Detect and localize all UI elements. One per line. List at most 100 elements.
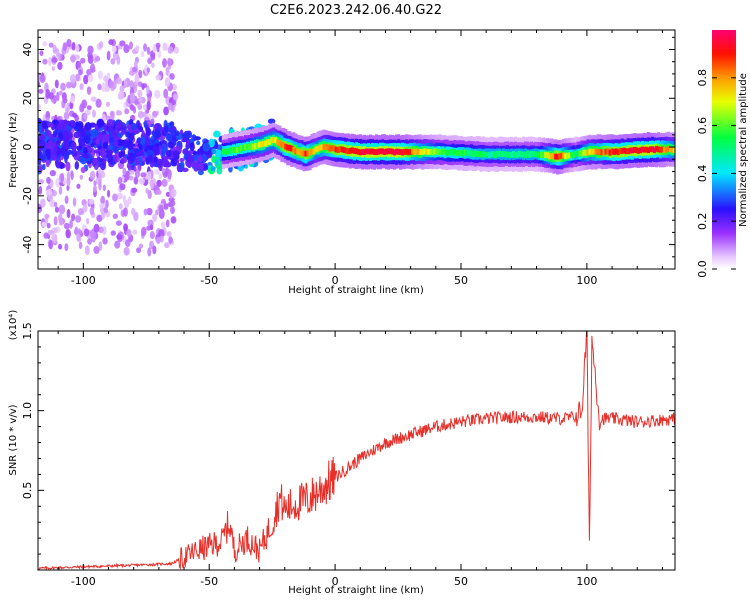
spectrogram-ridge-cell	[225, 148, 230, 155]
spectrogram-ridge-cell	[441, 148, 445, 155]
spectrogram-noise-blob	[51, 65, 56, 72]
spectrogram-ridge-cell	[485, 151, 489, 158]
spectrogram-noise-blob	[98, 241, 103, 251]
spectrogram-band-blob	[62, 129, 70, 140]
spectrogram-ridge-cell	[538, 151, 542, 158]
spectrogram-ridge-cell	[604, 148, 608, 155]
spectrogram-ridge-cell	[622, 147, 626, 154]
spectrogram-noise-blob	[106, 50, 111, 61]
spectrogram-band-blob	[138, 126, 144, 133]
spectrogram-noise-blob	[164, 77, 171, 88]
spectrogram-noise-blob	[42, 41, 47, 47]
spectrogram-ridge-cell	[481, 151, 485, 158]
spectrogram-ridge-cell	[578, 150, 582, 157]
spectrogram-ridge-cell	[346, 148, 350, 155]
spectrogram-band-blob	[38, 133, 46, 141]
spectrogram-ridge-cell	[390, 148, 395, 155]
spectrogram-ridge-cell	[294, 148, 298, 155]
spectrogram-ridge-cell	[540, 152, 544, 158]
spectrogram-panel: -100 -50 0 50 100 40 20 0 -20 -40 Height of strai…	[8, 29, 676, 296]
spectrogram-band-blob	[70, 141, 77, 152]
spectrogram-noise-blob	[60, 82, 66, 91]
spectrogram-ridge-cell	[395, 148, 399, 155]
spectrogram-ridge-cell	[511, 151, 516, 157]
spectrogram-ridge-cell	[237, 146, 242, 153]
y-tick-label: -20	[21, 187, 34, 205]
spectrogram-noise-blob	[123, 44, 130, 54]
spectrogram-noise-blob	[110, 58, 116, 65]
spectrogram-band-blob	[38, 122, 43, 133]
spectrogram-ridge-cell	[467, 150, 471, 157]
spectrogram-noise-blob	[39, 50, 44, 56]
spectrogram-noise-blob	[146, 46, 151, 55]
spectrogram-noise-blob	[123, 79, 128, 88]
spectrogram-noise-blob	[112, 79, 117, 90]
spectrogram-ridge-cell	[427, 148, 431, 155]
spectrogram-ridge-cell	[332, 145, 336, 152]
spectrogram-noise-blob	[42, 163, 46, 171]
spectrogram-band-blob	[102, 155, 107, 166]
spectrogram-ridge-cell	[342, 147, 346, 154]
spectrogram-noise-blob	[70, 171, 74, 181]
spectrogram-ridge-cell	[658, 146, 663, 153]
spectrogram-ridge-cell	[664, 146, 669, 153]
spectrogram-noise-blob	[118, 90, 125, 100]
spectrogram-ridge-cell	[413, 149, 417, 155]
spectrogram-noise-blob	[84, 245, 90, 256]
spectrogram-noise-blob	[98, 172, 102, 183]
spectrogram-noise-blob	[147, 247, 152, 257]
spectrogram-noise-blob	[167, 171, 172, 180]
spectrogram-ridge-cell	[670, 147, 675, 154]
spectrogram-band-blob	[73, 131, 81, 139]
spectrogram-noise-blob	[87, 238, 93, 245]
spectrogram-ridge-cell	[296, 148, 300, 155]
spectrogram-ridge-cell	[660, 146, 665, 153]
spectrogram-ridge-cell	[491, 151, 495, 158]
spectrogram-band-blob	[185, 139, 190, 149]
spectrogram-noise-blob	[122, 207, 128, 217]
spectrogram-noise-blob	[63, 222, 70, 230]
spectrogram-noise-blob	[146, 207, 153, 216]
spectrogram-noise-blob	[141, 84, 145, 91]
spectrogram-band-blob	[208, 138, 215, 148]
spectrogram-band-blob	[128, 152, 134, 162]
spectrogram-band-blob	[196, 156, 204, 163]
spectrogram-ridge-cell	[272, 137, 276, 144]
spectrogram-ridge-cell	[513, 151, 518, 158]
spectrogram-ridge-cell	[536, 151, 540, 158]
spectrogram-band-blob	[64, 143, 69, 150]
spectrogram-noise-blob	[137, 111, 144, 119]
spectrogram-noise-blob	[129, 104, 135, 111]
spectrogram-ridge-cell	[425, 148, 429, 155]
spectrogram-ridge-cell	[409, 149, 413, 155]
spectrogram-noise-blob	[110, 230, 117, 236]
spectrogram-band-blob	[107, 157, 113, 165]
spectrogram-noise-blob	[133, 165, 137, 172]
spectrogram-ridge-cell	[247, 144, 252, 151]
spectrogram-noise-blob	[87, 45, 94, 55]
spectrogram-ridge-cell	[382, 149, 387, 155]
spectrogram-noise-blob	[39, 75, 46, 83]
spectrogram-noise-blob	[123, 246, 130, 256]
spectrogram-ridge-cell	[322, 144, 326, 150]
spectrogram-band-blob	[267, 118, 276, 125]
spectrogram-noise-blob	[110, 111, 115, 121]
spectrogram-noise-blob	[149, 230, 155, 240]
spectrogram-noise-blob	[93, 223, 100, 233]
spectrogram-ridge-cell	[618, 148, 622, 154]
spectrogram-band-blob	[145, 127, 152, 137]
spectrogram-noise-blob	[87, 74, 94, 83]
spectrogram-ridge-cell	[312, 148, 316, 155]
spectrogram-noise-blob	[152, 110, 158, 117]
spectrogram-ridge-cell	[437, 149, 441, 156]
spectrogram-ridge-cell	[352, 147, 356, 154]
colorbar-gradient	[712, 30, 736, 269]
spectrogram-ridge-cell	[636, 147, 640, 154]
spectrogram-ridge-cell	[564, 153, 568, 160]
spectrogram-ridge-cell	[602, 149, 606, 156]
spectrogram-ridge-cell	[548, 153, 552, 160]
spectrogram-noise-blob	[123, 223, 129, 232]
spectrogram-ridge-cell	[487, 152, 491, 158]
spectrogram-ridge-cell	[566, 152, 570, 159]
spectrogram-band-blob	[84, 122, 92, 131]
